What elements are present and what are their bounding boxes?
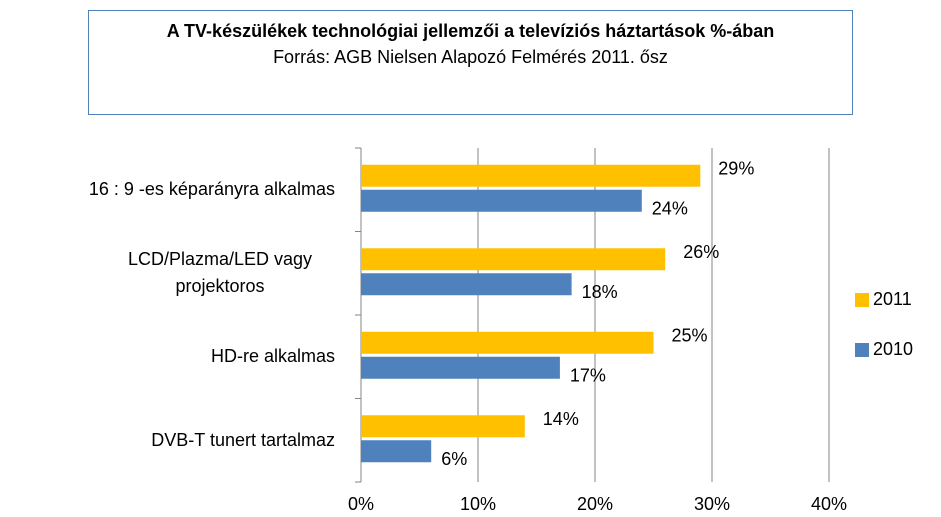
value-label: 24%: [652, 199, 688, 219]
legend-swatch: [855, 293, 869, 307]
value-label: 25%: [672, 326, 708, 346]
bar: [361, 440, 432, 463]
bar: [361, 273, 572, 296]
value-label: 29%: [718, 159, 754, 179]
bar: [361, 356, 560, 379]
category-label-box: HD-re alkalmas: [5, 317, 335, 397]
x-tick-label: 10%: [460, 494, 496, 514]
y-tick-label: DVB-T tunert tartalmaz: [151, 429, 335, 450]
legend-swatch: [855, 343, 869, 357]
y-tick-label: LCD/Plazma/LED vagy projektoros: [127, 249, 313, 297]
value-label: 18%: [582, 282, 618, 302]
category-label-box: LCD/Plazma/LED vagy projektoros: [5, 233, 335, 313]
legend-label: 2010: [873, 339, 913, 359]
value-label: 6%: [441, 449, 467, 469]
bar: [361, 331, 654, 354]
category-label-box: DVB-T tunert tartalmaz: [5, 400, 335, 480]
bar: [361, 248, 666, 271]
y-tick-label: HD-re alkalmas: [210, 346, 335, 367]
x-tick-label: 40%: [811, 494, 847, 514]
bar: [361, 164, 701, 187]
value-label: 14%: [543, 409, 579, 429]
value-label: 17%: [570, 366, 606, 386]
bar: [361, 415, 525, 438]
value-label: 26%: [683, 242, 719, 262]
category-label-box: 16 : 9 -es képarányra alkalmas: [5, 150, 335, 230]
x-tick-label: 30%: [694, 494, 730, 514]
y-tick-label: 16 : 9 -es képarányra alkalmas: [88, 179, 335, 200]
legend-label: 2011: [873, 289, 912, 309]
title-box: A TV-készülékek technológiai jellemzői a…: [88, 10, 853, 115]
chart-title: A TV-készülékek technológiai jellemzői a…: [166, 21, 775, 41]
x-tick-label: 0%: [348, 494, 374, 514]
x-tick-label: 20%: [577, 494, 613, 514]
bar: [361, 189, 642, 212]
chart-subtitle: Forrás: AGB Nielsen Alapozó Felmérés 201…: [273, 47, 668, 67]
